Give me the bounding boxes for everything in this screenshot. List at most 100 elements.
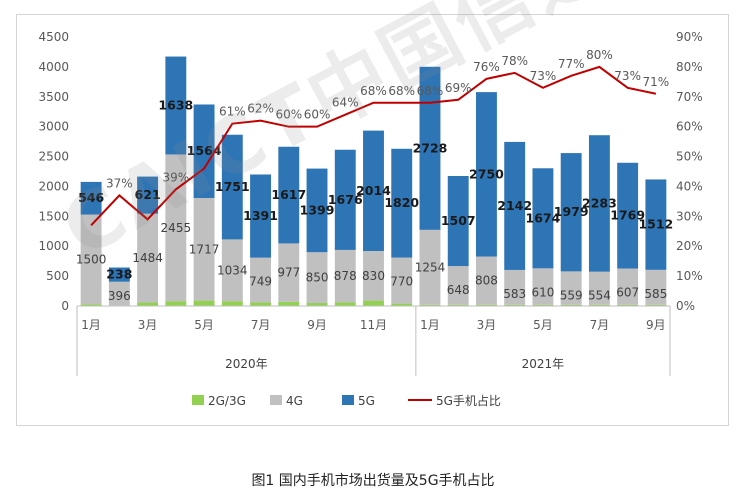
label-4g: 648 bbox=[447, 283, 470, 297]
y-left-tick-label: 3500 bbox=[38, 90, 69, 104]
label-5g: 1979 bbox=[554, 204, 589, 219]
bar-4g bbox=[137, 213, 159, 303]
legend-label: 2G/3G bbox=[208, 394, 246, 408]
label-4g: 808 bbox=[475, 274, 498, 288]
year-group-label: 2020年 bbox=[225, 357, 268, 371]
bar-2g-3g bbox=[617, 304, 639, 306]
bar-5g bbox=[80, 181, 102, 215]
x-tick-label: 3月 bbox=[138, 318, 158, 332]
bar-5g bbox=[560, 153, 582, 272]
label-5g: 1820 bbox=[384, 195, 419, 210]
bar-4g bbox=[250, 257, 271, 303]
bar-2g-3g bbox=[306, 303, 328, 306]
label-pct: 64% bbox=[332, 96, 359, 110]
label-pct: 77% bbox=[558, 57, 585, 71]
bar-5g bbox=[221, 134, 243, 240]
bar-5g bbox=[391, 148, 413, 258]
label-5g: 238 bbox=[106, 267, 132, 282]
bar-4g bbox=[165, 154, 187, 302]
bar-5g bbox=[504, 141, 526, 270]
legend-label: 5G手机占比 bbox=[436, 393, 501, 408]
y-left-tick-label: 1500 bbox=[38, 209, 69, 223]
bar-2g-3g bbox=[165, 301, 187, 306]
bar-4g bbox=[447, 266, 469, 305]
bar-2g-3g bbox=[645, 304, 667, 306]
x-tick-label: 1月 bbox=[81, 318, 101, 332]
legend-swatch bbox=[192, 395, 204, 405]
line-5g-share bbox=[90, 65, 657, 226]
y-right-tick-label: 90% bbox=[676, 30, 703, 44]
label-pct: 69% bbox=[445, 81, 472, 95]
bar-4g bbox=[419, 229, 441, 305]
label-5g: 621 bbox=[135, 187, 161, 202]
bar-5g bbox=[447, 175, 469, 267]
bar-2g-3g bbox=[532, 304, 554, 306]
bar-2g-3g bbox=[447, 304, 469, 306]
label-pct: 60% bbox=[275, 108, 302, 122]
y-left-tick-label: 2500 bbox=[38, 150, 69, 164]
label-5g: 1769 bbox=[610, 208, 645, 223]
label-4g: 830 bbox=[362, 269, 385, 283]
label-4g: 610 bbox=[531, 285, 554, 299]
bar-2g-3g bbox=[560, 304, 582, 306]
bar-2g-3g bbox=[476, 304, 497, 306]
label-4g: 749 bbox=[249, 275, 272, 289]
label-4g: 554 bbox=[588, 289, 611, 303]
bar-5g bbox=[137, 176, 159, 214]
y-right-tick-label: 30% bbox=[676, 209, 703, 223]
bar-4g bbox=[221, 239, 243, 302]
bar-2g-3g bbox=[80, 304, 102, 306]
label-5g: 2014 bbox=[356, 183, 391, 198]
label-pct: 78% bbox=[501, 54, 528, 68]
bar-5g bbox=[617, 162, 639, 269]
label-pct: 60% bbox=[304, 108, 331, 122]
bar-2g-3g bbox=[193, 300, 215, 306]
label-4g: 850 bbox=[306, 271, 329, 285]
label-pct: 39% bbox=[162, 170, 189, 184]
bar-2g-3g bbox=[588, 304, 610, 306]
legend-label: 4G bbox=[286, 394, 303, 408]
y-right-tick-label: 60% bbox=[676, 120, 703, 134]
y-left-tick-label: 0 bbox=[61, 299, 69, 313]
label-pct: 73% bbox=[530, 69, 557, 83]
label-pct: 68% bbox=[417, 84, 444, 98]
x-tick-label: 9月 bbox=[646, 318, 666, 332]
x-tick-label: 9月 bbox=[307, 318, 327, 332]
label-5g: 1564 bbox=[187, 143, 222, 158]
bar-5g bbox=[363, 130, 384, 252]
bar-4g bbox=[193, 197, 215, 301]
y-right-tick-label: 10% bbox=[676, 269, 703, 283]
bar-2g-3g bbox=[363, 300, 384, 306]
label-4g: 1500 bbox=[76, 252, 107, 266]
label-5g: 1638 bbox=[158, 98, 193, 113]
bar-4g bbox=[645, 269, 667, 305]
bar-4g bbox=[391, 257, 413, 304]
label-5g: 1676 bbox=[328, 192, 363, 207]
label-5g: 1751 bbox=[215, 179, 250, 194]
x-tick-label: 11月 bbox=[360, 318, 387, 332]
bar-5g bbox=[250, 174, 271, 258]
y-left-tick-label: 4000 bbox=[38, 60, 69, 74]
bar-2g-3g bbox=[137, 302, 159, 306]
label-4g: 770 bbox=[390, 275, 413, 289]
label-pct: 62% bbox=[247, 102, 274, 116]
bar-4g bbox=[108, 281, 130, 306]
label-5g: 2728 bbox=[413, 140, 448, 155]
label-4g: 607 bbox=[616, 286, 639, 300]
label-4g: 1034 bbox=[217, 263, 248, 277]
y-right-tick-label: 50% bbox=[676, 150, 703, 164]
label-pct: 76% bbox=[473, 60, 500, 74]
label-5g: 1617 bbox=[271, 187, 306, 202]
bar-5g bbox=[645, 179, 667, 270]
bar-2g-3g bbox=[391, 303, 413, 306]
y-left-tick-label: 1000 bbox=[38, 239, 69, 253]
bar-5g bbox=[278, 146, 300, 244]
bar-2g-3g bbox=[504, 304, 526, 306]
bar-2g-3g bbox=[334, 302, 356, 306]
figure-caption: 图1 国内手机市场出货量及5G手机占比 bbox=[251, 473, 495, 489]
label-4g: 396 bbox=[108, 289, 131, 303]
label-4g: 878 bbox=[334, 269, 357, 283]
label-pct: 71% bbox=[643, 75, 670, 89]
label-4g: 585 bbox=[644, 287, 667, 301]
bar-5g bbox=[334, 149, 356, 250]
